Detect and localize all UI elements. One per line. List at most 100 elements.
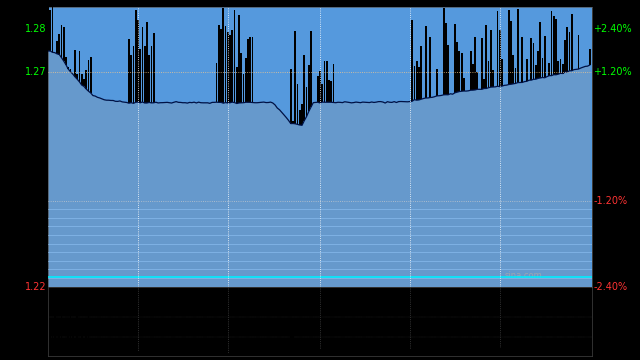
Bar <box>553 351 555 356</box>
Bar <box>531 38 532 80</box>
Bar <box>292 330 294 356</box>
Bar <box>157 350 159 356</box>
Bar <box>104 355 105 356</box>
Bar <box>63 27 65 61</box>
Bar <box>70 69 72 72</box>
Bar <box>434 353 435 356</box>
Bar <box>537 51 539 78</box>
Bar <box>205 348 206 356</box>
Bar <box>492 70 494 87</box>
Bar <box>557 353 559 356</box>
Bar <box>578 35 579 69</box>
Bar <box>328 354 330 356</box>
Bar <box>101 353 103 356</box>
Bar <box>564 40 566 72</box>
Bar <box>47 307 49 356</box>
Bar <box>380 352 381 356</box>
Bar <box>294 355 296 356</box>
Bar <box>398 355 399 356</box>
Bar <box>232 30 233 102</box>
Bar <box>146 348 148 356</box>
Bar <box>216 63 218 102</box>
Bar <box>582 354 584 356</box>
Bar <box>281 352 283 356</box>
Bar <box>526 349 527 356</box>
Bar <box>306 350 307 356</box>
Bar <box>427 349 429 356</box>
Bar <box>319 71 321 103</box>
Bar <box>535 354 536 356</box>
Bar <box>403 355 404 356</box>
Bar <box>540 348 541 356</box>
Bar <box>115 353 116 356</box>
Bar <box>578 354 579 356</box>
Bar <box>470 349 472 356</box>
Bar <box>580 355 582 356</box>
Bar <box>284 349 285 356</box>
Bar <box>117 353 118 356</box>
Bar <box>247 39 249 102</box>
Bar <box>227 32 228 103</box>
Bar <box>128 349 130 356</box>
Bar <box>153 355 154 356</box>
Bar <box>474 348 476 356</box>
Bar <box>326 351 328 356</box>
Bar <box>144 352 145 356</box>
Bar <box>587 351 588 356</box>
Bar <box>317 76 319 102</box>
Bar <box>367 353 368 356</box>
Bar <box>371 354 372 356</box>
Bar <box>369 348 371 356</box>
Bar <box>513 348 514 356</box>
Bar <box>220 30 222 102</box>
Bar <box>418 354 420 356</box>
Bar <box>285 348 287 356</box>
Bar <box>113 349 114 356</box>
Bar <box>294 31 296 124</box>
Bar <box>562 64 564 73</box>
Bar <box>330 81 332 102</box>
Bar <box>81 334 83 356</box>
Bar <box>344 348 346 356</box>
Bar <box>454 352 456 356</box>
Bar <box>150 46 152 103</box>
Bar <box>333 351 334 356</box>
Bar <box>519 352 521 356</box>
Bar <box>535 65 537 79</box>
Bar <box>515 353 516 356</box>
Bar <box>461 53 463 91</box>
Bar <box>452 349 453 356</box>
Bar <box>218 354 220 356</box>
Bar <box>312 351 314 356</box>
Bar <box>564 350 566 356</box>
Bar <box>551 353 552 356</box>
Bar <box>548 354 550 356</box>
Bar <box>458 51 460 91</box>
Bar <box>474 37 476 90</box>
Bar <box>144 46 145 103</box>
Bar <box>52 336 53 356</box>
Bar <box>470 51 472 90</box>
Bar <box>447 353 449 356</box>
Bar <box>132 349 134 356</box>
Bar <box>337 350 339 356</box>
Bar <box>404 350 406 356</box>
Bar <box>308 353 310 356</box>
Bar <box>70 313 71 356</box>
Bar <box>436 350 438 356</box>
Bar <box>247 355 249 356</box>
Bar <box>425 26 426 98</box>
Bar <box>290 324 292 356</box>
Bar <box>477 351 478 356</box>
Bar <box>256 351 258 356</box>
Bar <box>67 67 69 69</box>
Bar <box>360 354 361 356</box>
Bar <box>67 319 69 356</box>
Bar <box>95 348 96 356</box>
Bar <box>83 80 85 86</box>
Bar <box>292 121 294 123</box>
Bar <box>92 351 93 356</box>
Bar <box>191 352 193 356</box>
Bar <box>90 57 92 93</box>
Bar <box>99 352 100 356</box>
